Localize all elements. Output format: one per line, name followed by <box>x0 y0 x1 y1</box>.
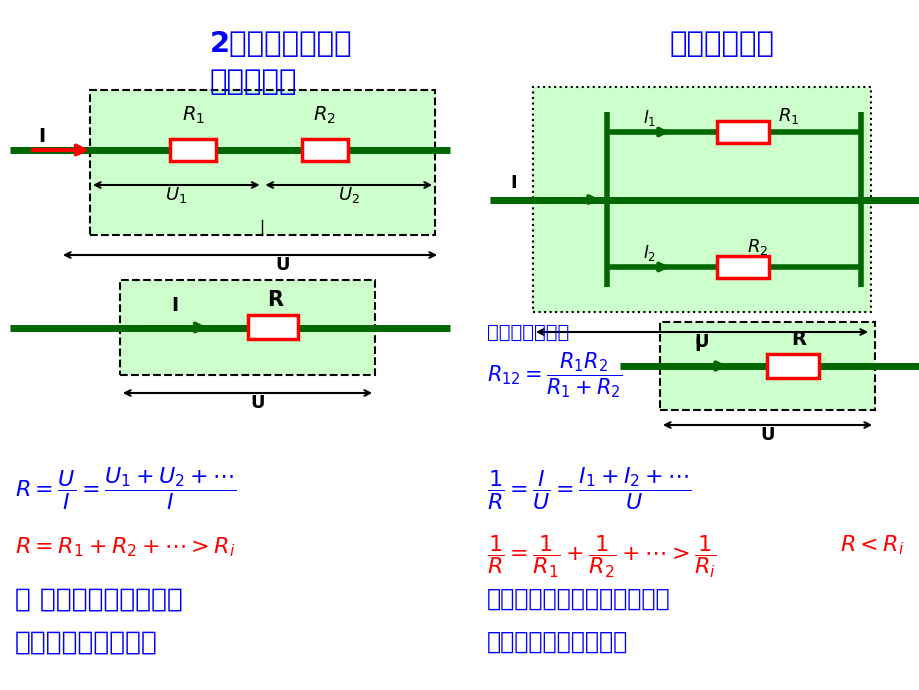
Text: I: I <box>509 175 516 193</box>
Text: $R_2$: $R_2$ <box>312 104 335 126</box>
Text: $R_{12}=\dfrac{R_1R_2}{R_1+R_2}$: $R_{12}=\dfrac{R_1R_2}{R_1+R_2}$ <box>486 350 622 400</box>
Text: $\dfrac{1}{R} = \dfrac{1}{R_1}+\dfrac{1}{R_2}+\cdots>\dfrac{1}{R_i}$: $\dfrac{1}{R} = \dfrac{1}{R_1}+\dfrac{1}… <box>486 533 716 580</box>
Text: 并联电路的总电阻的倒数等于: 并联电路的总电阻的倒数等于 <box>486 587 670 611</box>
Bar <box>119 280 375 375</box>
Text: $R = R_1 + R_2 + \cdots > R_i$: $R = R_1 + R_2 + \cdots > R_i$ <box>15 535 235 559</box>
Text: U: U <box>275 256 289 274</box>
FancyBboxPatch shape <box>90 90 435 235</box>
Bar <box>716 256 767 278</box>
Text: I: I <box>694 337 700 355</box>
Text: $I_1$: $I_1$ <box>642 108 655 128</box>
Text: 串 联电路的总电阻等于: 串 联电路的总电阻等于 <box>15 587 183 613</box>
Text: 两个电阻并联时: 两个电阻并联时 <box>486 323 569 342</box>
Text: $R<R_i$: $R<R_i$ <box>839 533 903 557</box>
Bar <box>532 87 870 312</box>
Bar <box>301 139 347 161</box>
Text: U: U <box>759 426 774 444</box>
Text: I: I <box>171 296 178 315</box>
Text: U: U <box>250 394 265 412</box>
Text: 电阻的并联：: 电阻的并联： <box>669 30 774 58</box>
Text: 各支路电阻的倒数之和: 各支路电阻的倒数之和 <box>486 630 628 654</box>
Text: $R_1$: $R_1$ <box>182 104 205 126</box>
Bar <box>766 354 819 378</box>
FancyBboxPatch shape <box>532 87 870 312</box>
Text: 各部分电路电阻之和: 各部分电路电阻之和 <box>15 630 158 656</box>
FancyBboxPatch shape <box>119 280 375 375</box>
Bar <box>716 121 767 143</box>
Text: $I_2$: $I_2$ <box>642 243 655 263</box>
Text: $R_2$: $R_2$ <box>746 237 767 257</box>
Text: 电阻的串联: 电阻的串联 <box>210 68 297 96</box>
Text: R: R <box>790 331 805 350</box>
Bar <box>170 139 216 161</box>
FancyBboxPatch shape <box>659 322 874 410</box>
Bar <box>659 322 874 410</box>
Text: R: R <box>267 290 283 310</box>
Text: $U_2$: $U_2$ <box>337 185 359 205</box>
Text: $R = \dfrac{U}{I} = \dfrac{U_1+U_2+\cdots}{I}$: $R = \dfrac{U}{I} = \dfrac{U_1+U_2+\cdot… <box>15 465 236 511</box>
Text: 2、总电阻的计算: 2、总电阻的计算 <box>210 30 352 58</box>
Text: I: I <box>39 126 46 146</box>
Text: $R_1$: $R_1$ <box>777 106 798 126</box>
Bar <box>90 90 435 235</box>
Bar <box>248 315 298 339</box>
Text: $\dfrac{1}{R} = \dfrac{I}{U} = \dfrac{I_1+I_2+\cdots}{U}$: $\dfrac{1}{R} = \dfrac{I}{U} = \dfrac{I_… <box>486 465 691 511</box>
Text: U: U <box>694 333 709 351</box>
Text: $U_1$: $U_1$ <box>165 185 187 205</box>
